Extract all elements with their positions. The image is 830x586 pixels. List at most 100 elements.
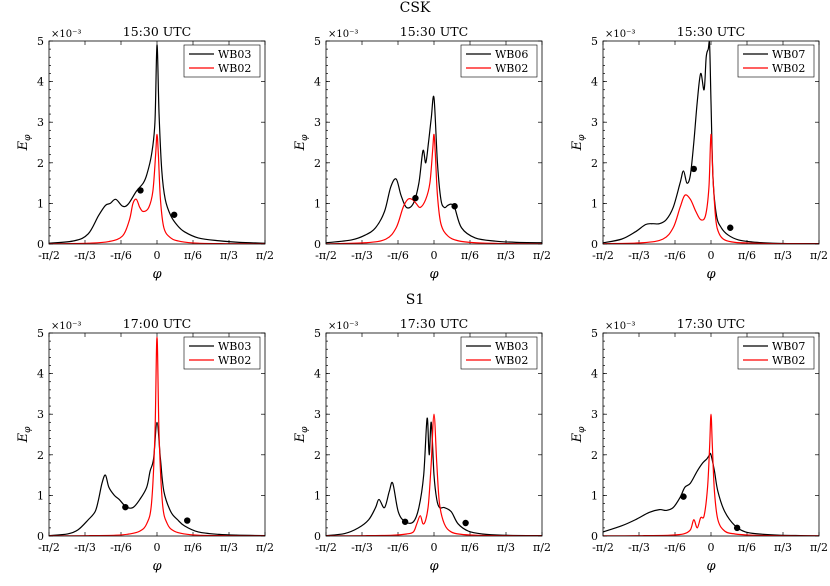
x-tick-label: -π/3 <box>628 541 650 554</box>
x-tick-label: 0 <box>154 541 161 554</box>
x-axis-label: φ <box>429 559 439 574</box>
cutoff-marker <box>733 524 741 532</box>
series-line-wb02 <box>603 413 819 536</box>
x-tick-label: π/2 <box>810 541 828 554</box>
cutoff-marker <box>137 187 144 194</box>
panel-5: 17:30 UTC ×10⁻³ 0 1 2 3 4 5 -π/2 -π/3 -π/6 0 π/6 π/3 π… <box>293 316 551 574</box>
series-line-wb07 <box>603 41 819 244</box>
x-tick-label: π/3 <box>497 249 515 262</box>
legend-box <box>460 336 538 370</box>
cutoff-marker <box>401 518 409 525</box>
y-tick-label: 2 <box>314 449 321 462</box>
y-tick-label: 1 <box>314 489 321 502</box>
y-axis-label: Eφ <box>16 134 33 152</box>
legend-box <box>183 336 261 370</box>
legend-label-wb02: WB02 <box>218 62 251 75</box>
x-tick-label: -π/3 <box>351 249 373 262</box>
x-tick-label: -π/6 <box>387 541 409 554</box>
cutoff-marker <box>680 493 687 500</box>
x-tick-label: 0 <box>431 249 438 262</box>
series-group <box>49 336 265 536</box>
cutoff-marker <box>184 517 191 524</box>
cutoff-marker <box>170 211 178 218</box>
plot-frame <box>602 332 820 537</box>
x-axis-label: φ <box>429 267 439 282</box>
x-axis-label: φ <box>152 267 162 282</box>
series-line-wb02 <box>326 133 542 244</box>
legend-box <box>460 44 538 78</box>
series-group <box>49 44 265 244</box>
panel-title: 17:30 UTC <box>400 316 468 331</box>
x-tick-label: 0 <box>154 249 161 262</box>
series-line-wb06 <box>326 95 542 244</box>
legend-label-wb02: WB02 <box>772 62 805 75</box>
x-tick-label: π/3 <box>774 249 792 262</box>
series-group <box>603 41 819 244</box>
y-tick-label: 5 <box>591 327 598 340</box>
panel-4: 17:00 UTC ×10⁻³ 0 1 2 3 4 5 -π/2 -π/3 -π/6 0 π/6 π/3 π… <box>16 316 274 574</box>
legend-label-wb03: WB03 <box>495 340 528 353</box>
legend-label-wb02: WB02 <box>495 354 528 367</box>
legend-box <box>183 44 261 78</box>
y-axis-label: Eφ <box>293 134 310 152</box>
panel-title: 15:30 UTC <box>400 24 468 39</box>
legend-box <box>737 44 815 78</box>
y-tick-label: 5 <box>314 327 321 340</box>
x-tick-label: -π/6 <box>110 541 132 554</box>
y-tick-label: 4 <box>314 76 321 89</box>
plot-frame <box>48 40 266 245</box>
y-axis-label: Eφ <box>293 426 310 444</box>
y-exponent-label: ×10⁻³ <box>328 29 358 40</box>
y-tick-label: 4 <box>37 76 44 89</box>
x-axis-label: φ <box>706 267 716 282</box>
series-line-wb02 <box>49 336 265 536</box>
cutoff-marker <box>727 224 734 231</box>
x-tick-label: -π/3 <box>628 249 650 262</box>
x-tick-label: -π/6 <box>664 541 686 554</box>
y-tick-label: 3 <box>314 116 321 129</box>
y-tick-label: 0 <box>37 238 44 251</box>
x-tick-label: -π/6 <box>664 249 686 262</box>
legend-box <box>737 336 815 370</box>
plot-frame <box>325 40 543 245</box>
x-axis-label: φ <box>152 559 162 574</box>
cutoff-marker <box>451 203 458 210</box>
cutoff-marker <box>122 503 129 511</box>
y-tick-label: 3 <box>314 408 321 421</box>
x-tick-label: π/6 <box>461 249 479 262</box>
y-tick-label: 4 <box>314 368 321 381</box>
y-exponent-label: ×10⁻³ <box>605 321 635 332</box>
x-axis-label: φ <box>706 559 716 574</box>
y-tick-label: 3 <box>591 408 598 421</box>
series-line-wb03 <box>49 421 265 536</box>
x-tick-label: π/3 <box>774 541 792 554</box>
series-line-wb03 <box>49 44 265 244</box>
x-tick-label: π/3 <box>497 541 515 554</box>
y-tick-label: 4 <box>591 368 598 381</box>
y-tick-label: 2 <box>591 449 598 462</box>
y-tick-label: 5 <box>314 35 321 48</box>
x-tick-label: -π/2 <box>315 249 337 262</box>
plot-frame <box>325 332 543 537</box>
y-tick-label: 3 <box>37 408 44 421</box>
panel-3: 15:30 UTC ×10⁻³ 0 1 2 3 4 5 -π/2 -π/3 -π/6 0 π/6 π/3 π… <box>570 24 828 282</box>
y-tick-label: 0 <box>37 530 44 543</box>
y-tick-label: 0 <box>314 530 321 543</box>
panel-2: 15:30 UTC ×10⁻³ 0 1 2 3 4 5 -π/2 -π/3 -π/6 0 π/6 π/3 π… <box>293 24 551 282</box>
x-tick-label: -π/6 <box>387 249 409 262</box>
x-tick-label: π/6 <box>461 541 479 554</box>
group-titles: CSK S1 <box>400 0 431 308</box>
y-tick-label: 2 <box>314 157 321 170</box>
y-tick-label: 2 <box>37 157 44 170</box>
panel-title: 17:30 UTC <box>677 316 745 331</box>
legend-label-wb07: WB07 <box>772 48 805 61</box>
y-tick-label: 4 <box>591 76 598 89</box>
y-tick-label: 3 <box>591 116 598 129</box>
y-tick-label: 1 <box>37 489 44 502</box>
legend-label-wb02: WB02 <box>218 354 251 367</box>
y-tick-label: 0 <box>314 238 321 251</box>
legend-label-wb07: WB07 <box>772 340 805 353</box>
x-tick-label: π/2 <box>256 541 274 554</box>
series-line-wb02 <box>326 413 542 536</box>
